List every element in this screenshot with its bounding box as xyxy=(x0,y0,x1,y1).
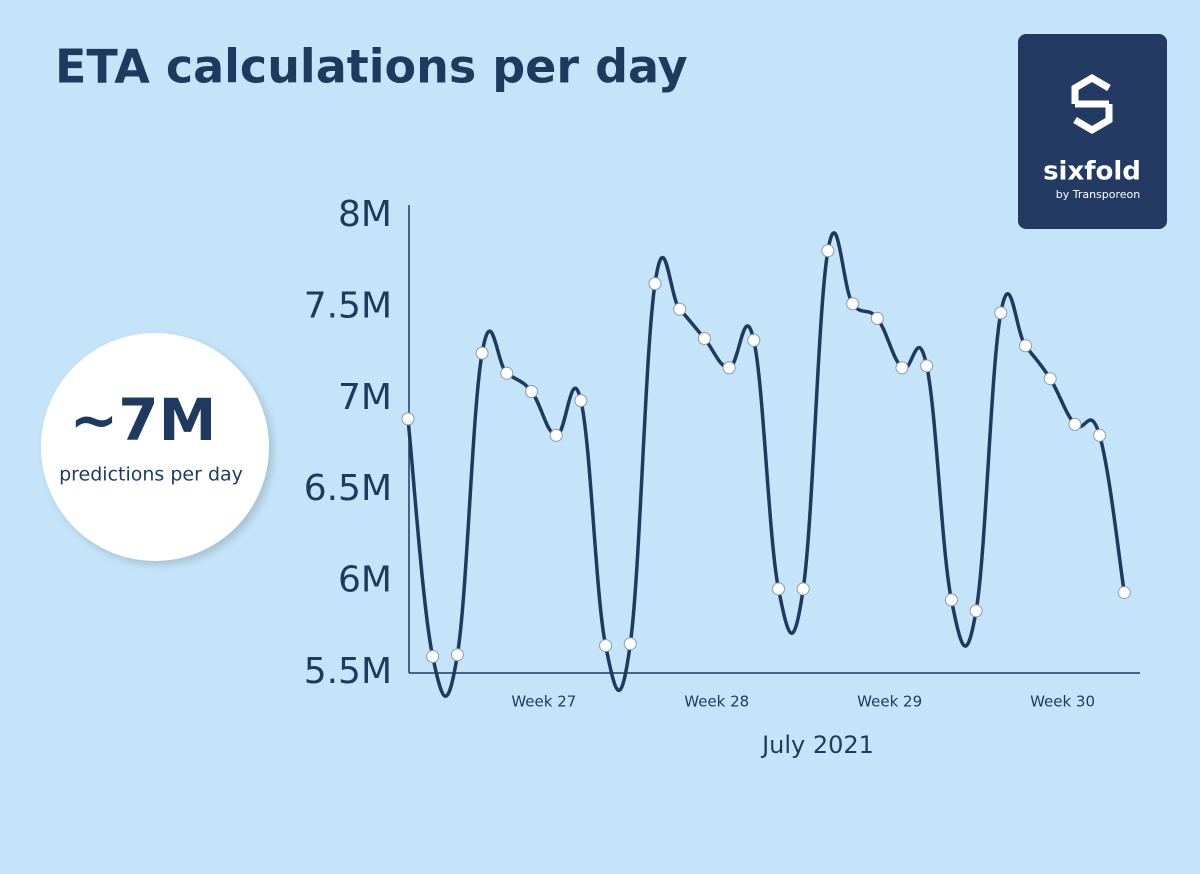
point xyxy=(673,302,687,316)
point xyxy=(599,639,613,653)
point xyxy=(846,297,860,311)
point xyxy=(426,650,440,664)
point xyxy=(648,277,662,291)
point xyxy=(450,648,464,662)
logo-name: sixfold xyxy=(1043,157,1141,187)
point xyxy=(574,394,588,408)
point xyxy=(796,582,810,596)
callout: ~7M predictions per day xyxy=(41,333,269,561)
point xyxy=(475,346,489,360)
point xyxy=(401,412,415,426)
y-tick-label: 7.5M xyxy=(304,285,392,326)
point xyxy=(920,359,934,373)
x-tick-label: Week 30 xyxy=(1030,693,1095,711)
logo-tagline: by Transporeon xyxy=(1056,188,1141,201)
point xyxy=(623,637,637,651)
chart-title: ETA calculations per day xyxy=(55,40,688,94)
x-axis-label: July 2021 xyxy=(760,731,874,759)
x-tick-label: Week 27 xyxy=(511,693,576,711)
y-tick-label: 7M xyxy=(338,377,392,418)
callout-text: predictions per day xyxy=(59,464,243,486)
point xyxy=(969,604,983,618)
point xyxy=(697,331,711,345)
callout-circle xyxy=(41,333,269,561)
callout-value: ~7M xyxy=(70,386,217,454)
x-tick-label: Week 28 xyxy=(684,693,749,711)
logo-icon xyxy=(1071,73,1113,135)
point xyxy=(870,311,884,325)
point xyxy=(1117,586,1131,600)
point xyxy=(1093,428,1107,442)
point xyxy=(500,366,514,380)
point xyxy=(772,582,785,596)
y-tick-label: 6M xyxy=(338,560,392,601)
point xyxy=(895,361,909,375)
point xyxy=(1068,417,1082,431)
logo: sixfold by Transporeon xyxy=(1018,34,1167,229)
y-tick-label: 5.5M xyxy=(304,651,392,692)
point xyxy=(944,593,958,607)
x-tick-label: Week 29 xyxy=(857,693,922,711)
line xyxy=(406,231,1127,698)
y-tick-label: 8M xyxy=(338,194,392,235)
y-tick-label: 6.5M xyxy=(304,468,392,509)
point xyxy=(994,306,1008,320)
point xyxy=(549,428,563,442)
point xyxy=(821,244,835,258)
point xyxy=(1043,372,1057,386)
point xyxy=(722,361,736,375)
point xyxy=(1019,339,1032,353)
point xyxy=(747,333,761,347)
point xyxy=(525,384,538,398)
